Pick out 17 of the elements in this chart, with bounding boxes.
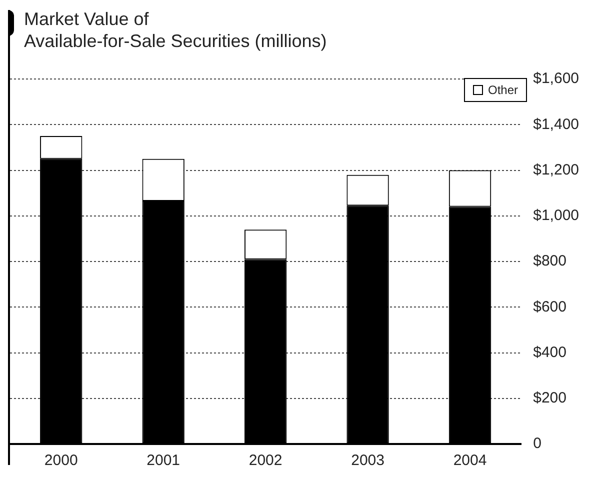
y-tick-label: $400: [533, 344, 566, 361]
y-tick-label: $1,200: [533, 161, 580, 178]
y-tick-label: $600: [533, 298, 566, 316]
y-tick-label: $1,000: [533, 207, 580, 224]
x-tick-label: 2000: [44, 452, 78, 470]
y-tick-label: $200: [533, 390, 566, 407]
x-tick-label: 2001: [146, 452, 180, 470]
y-tick-label: 0: [533, 435, 542, 452]
x-tick-label: 2004: [453, 452, 487, 470]
y-tick-label: $1,600: [533, 70, 580, 88]
y-tick-label: $1,400: [533, 116, 580, 133]
text: Other: [488, 83, 518, 97]
x-tick-label: 2003: [351, 452, 384, 470]
chart-subtitle: Available-for-Sale Securities (millions): [24, 30, 327, 52]
y-tick-label: $800: [533, 252, 566, 270]
chart-title: Market Value of: [24, 8, 150, 30]
x-tick-label: 2002: [248, 452, 282, 470]
